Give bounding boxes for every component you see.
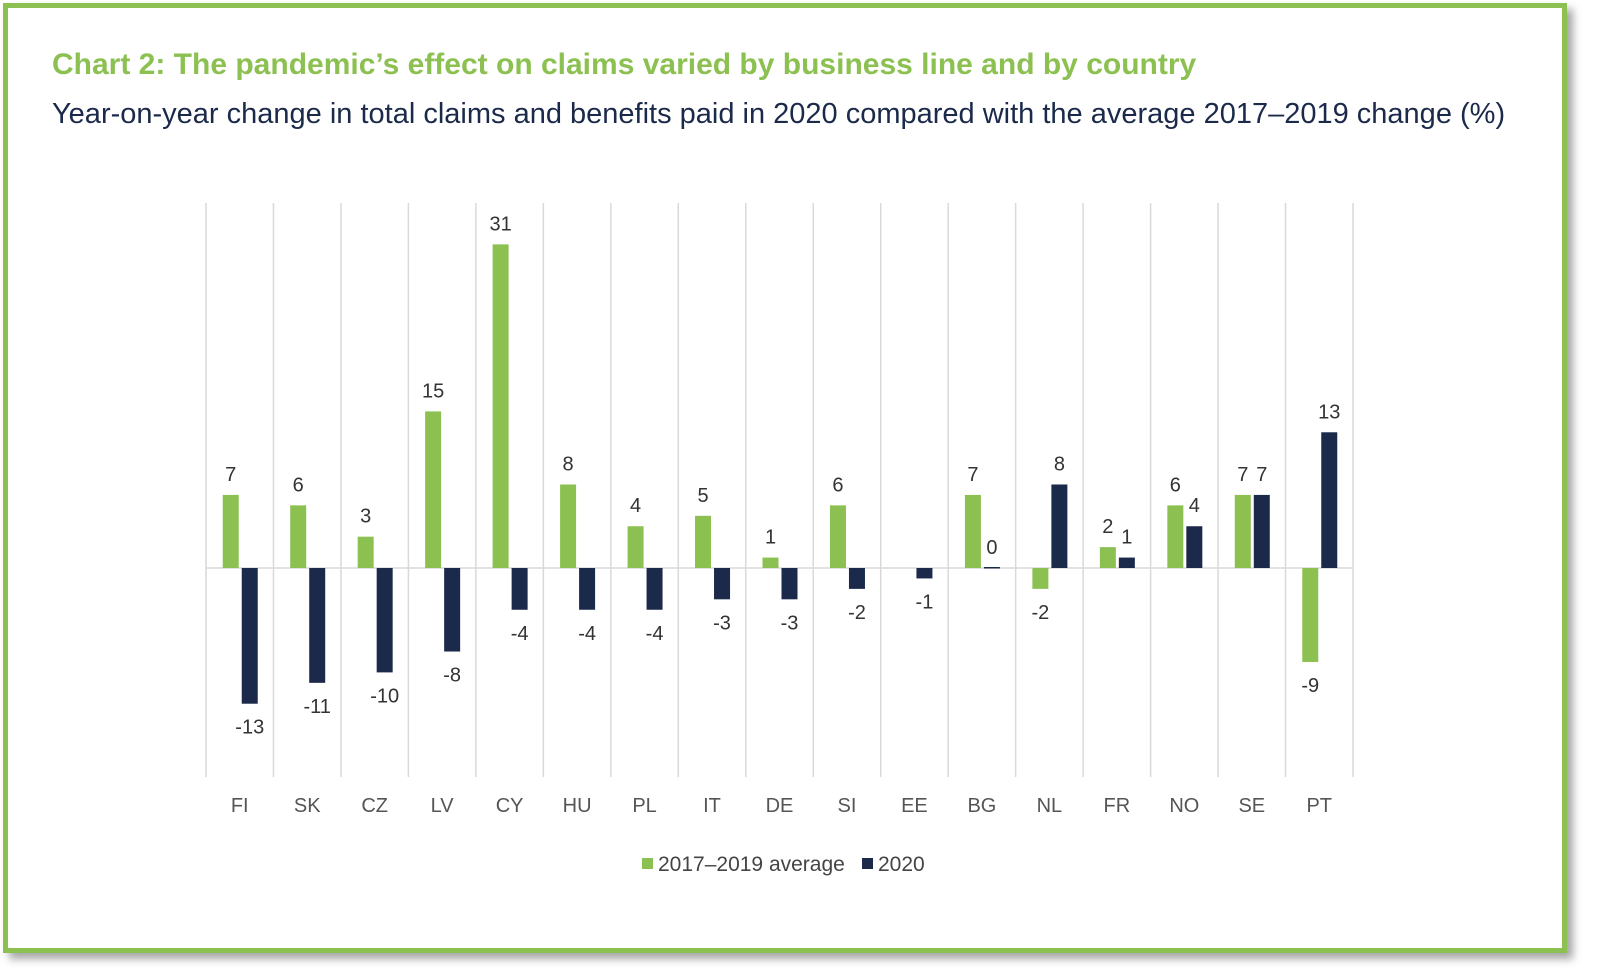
bar-avg-cz — [357, 536, 374, 568]
bar-avg-pt — [1302, 568, 1319, 662]
data-label-2020-pl: -4 — [646, 623, 664, 645]
x-tick-label: FR — [1104, 795, 1131, 817]
bar-avg-hu — [560, 484, 577, 568]
bar-2020-pl — [646, 568, 663, 610]
bar-2020-fi — [241, 568, 258, 704]
bar-avg-fi — [222, 494, 239, 568]
x-tick-label: PL — [632, 795, 656, 817]
bar-2020-pt — [1321, 432, 1338, 568]
x-tick-label: HU — [563, 795, 592, 817]
bar-avg-nl — [1032, 568, 1049, 589]
x-tick-label: DE — [766, 795, 794, 817]
data-label-2020-sk: -11 — [303, 696, 330, 718]
bar-2020-cz — [376, 568, 393, 673]
data-label-avg-cz: 3 — [360, 506, 371, 528]
x-tick-label: EE — [901, 795, 928, 817]
x-tick-label: NO — [1169, 795, 1199, 817]
legend-swatch-2020 — [862, 858, 873, 869]
x-tick-label: PT — [1306, 795, 1332, 817]
bar-avg-fr — [1099, 547, 1116, 568]
data-label-avg-pl: 4 — [630, 495, 641, 517]
data-label-2020-pt: 13 — [1318, 401, 1340, 423]
bar-avg-it — [695, 515, 712, 568]
data-label-avg-cy: 31 — [489, 213, 511, 235]
data-label-avg-de: 1 — [765, 527, 776, 549]
legend-swatch-avg — [642, 858, 653, 869]
data-label-2020-it: -3 — [713, 612, 731, 634]
bar-avg-bg — [964, 494, 981, 568]
data-label-2020-fi: -13 — [235, 717, 264, 739]
chart-frame — [3, 3, 1567, 953]
x-tick-label: NL — [1037, 795, 1063, 817]
data-label-2020-bg: 0 — [986, 537, 997, 559]
bar-avg-lv — [425, 411, 442, 568]
data-label-2020-cy: -4 — [511, 623, 529, 645]
x-tick-label: BG — [967, 795, 996, 817]
bar-2020-de — [781, 568, 798, 600]
data-label-avg-pt: -9 — [1301, 675, 1319, 697]
bar-2020-cy — [511, 568, 528, 610]
data-label-avg-se: 7 — [1237, 464, 1248, 486]
legend-label-2020: 2020 — [878, 853, 925, 876]
x-tick-label: LV — [431, 795, 455, 817]
data-label-2020-no: 4 — [1189, 495, 1200, 517]
legend-label-avg: 2017–2019 average — [658, 853, 845, 876]
x-tick-label: SK — [294, 795, 321, 817]
x-tick-label: SI — [838, 795, 857, 817]
data-label-avg-it: 5 — [697, 485, 708, 507]
data-label-avg-sk: 6 — [293, 474, 304, 496]
chart-title: Chart 2: The pandemic’s effect on claims… — [52, 48, 1197, 81]
bar-2020-sk — [309, 568, 326, 683]
x-tick-label: CZ — [361, 795, 388, 817]
bar-2020-bg — [983, 567, 1000, 569]
data-label-avg-hu: 8 — [563, 453, 574, 475]
data-label-2020-fr: 1 — [1121, 527, 1132, 549]
data-label-2020-de: -3 — [781, 612, 799, 634]
bar-2020-no — [1186, 526, 1203, 568]
data-label-avg-fr: 2 — [1102, 516, 1113, 538]
bar-avg-se — [1234, 494, 1251, 568]
data-label-avg-fi: 7 — [225, 464, 236, 486]
bar-2020-nl — [1051, 484, 1068, 568]
data-label-avg-lv: 15 — [422, 380, 444, 402]
data-label-2020-ee: -1 — [916, 591, 934, 613]
data-label-avg-bg: 7 — [967, 464, 978, 486]
bar-avg-pl — [627, 526, 644, 568]
data-label-avg-no: 6 — [1170, 474, 1181, 496]
data-label-avg-si: 6 — [832, 474, 843, 496]
chart-subtitle: Year-on-year change in total claims and … — [52, 98, 1506, 130]
data-label-avg-nl: -2 — [1031, 602, 1049, 624]
bar-2020-se — [1253, 494, 1270, 568]
bar-avg-sk — [290, 505, 307, 568]
x-tick-label: CY — [496, 795, 524, 817]
bar-2020-si — [848, 568, 865, 589]
data-label-2020-hu: -4 — [578, 623, 596, 645]
x-tick-label: FI — [231, 795, 249, 817]
bar-2020-lv — [444, 568, 461, 652]
bar-2020-fr — [1118, 557, 1135, 568]
data-label-2020-nl: 8 — [1054, 453, 1065, 475]
bar-avg-si — [829, 505, 846, 568]
x-tick-label: SE — [1238, 795, 1265, 817]
data-label-2020-se: 7 — [1256, 464, 1267, 486]
bar-avg-cy — [492, 244, 509, 569]
bar-2020-hu — [579, 568, 596, 610]
data-label-2020-cz: -10 — [370, 685, 399, 707]
bar-avg-de — [762, 557, 779, 568]
data-label-2020-si: -2 — [848, 602, 866, 624]
bar-2020-ee — [916, 568, 933, 579]
bar-2020-it — [714, 568, 731, 600]
data-label-2020-lv: -8 — [443, 665, 461, 687]
x-tick-label: IT — [703, 795, 721, 817]
bar-avg-no — [1167, 505, 1184, 568]
